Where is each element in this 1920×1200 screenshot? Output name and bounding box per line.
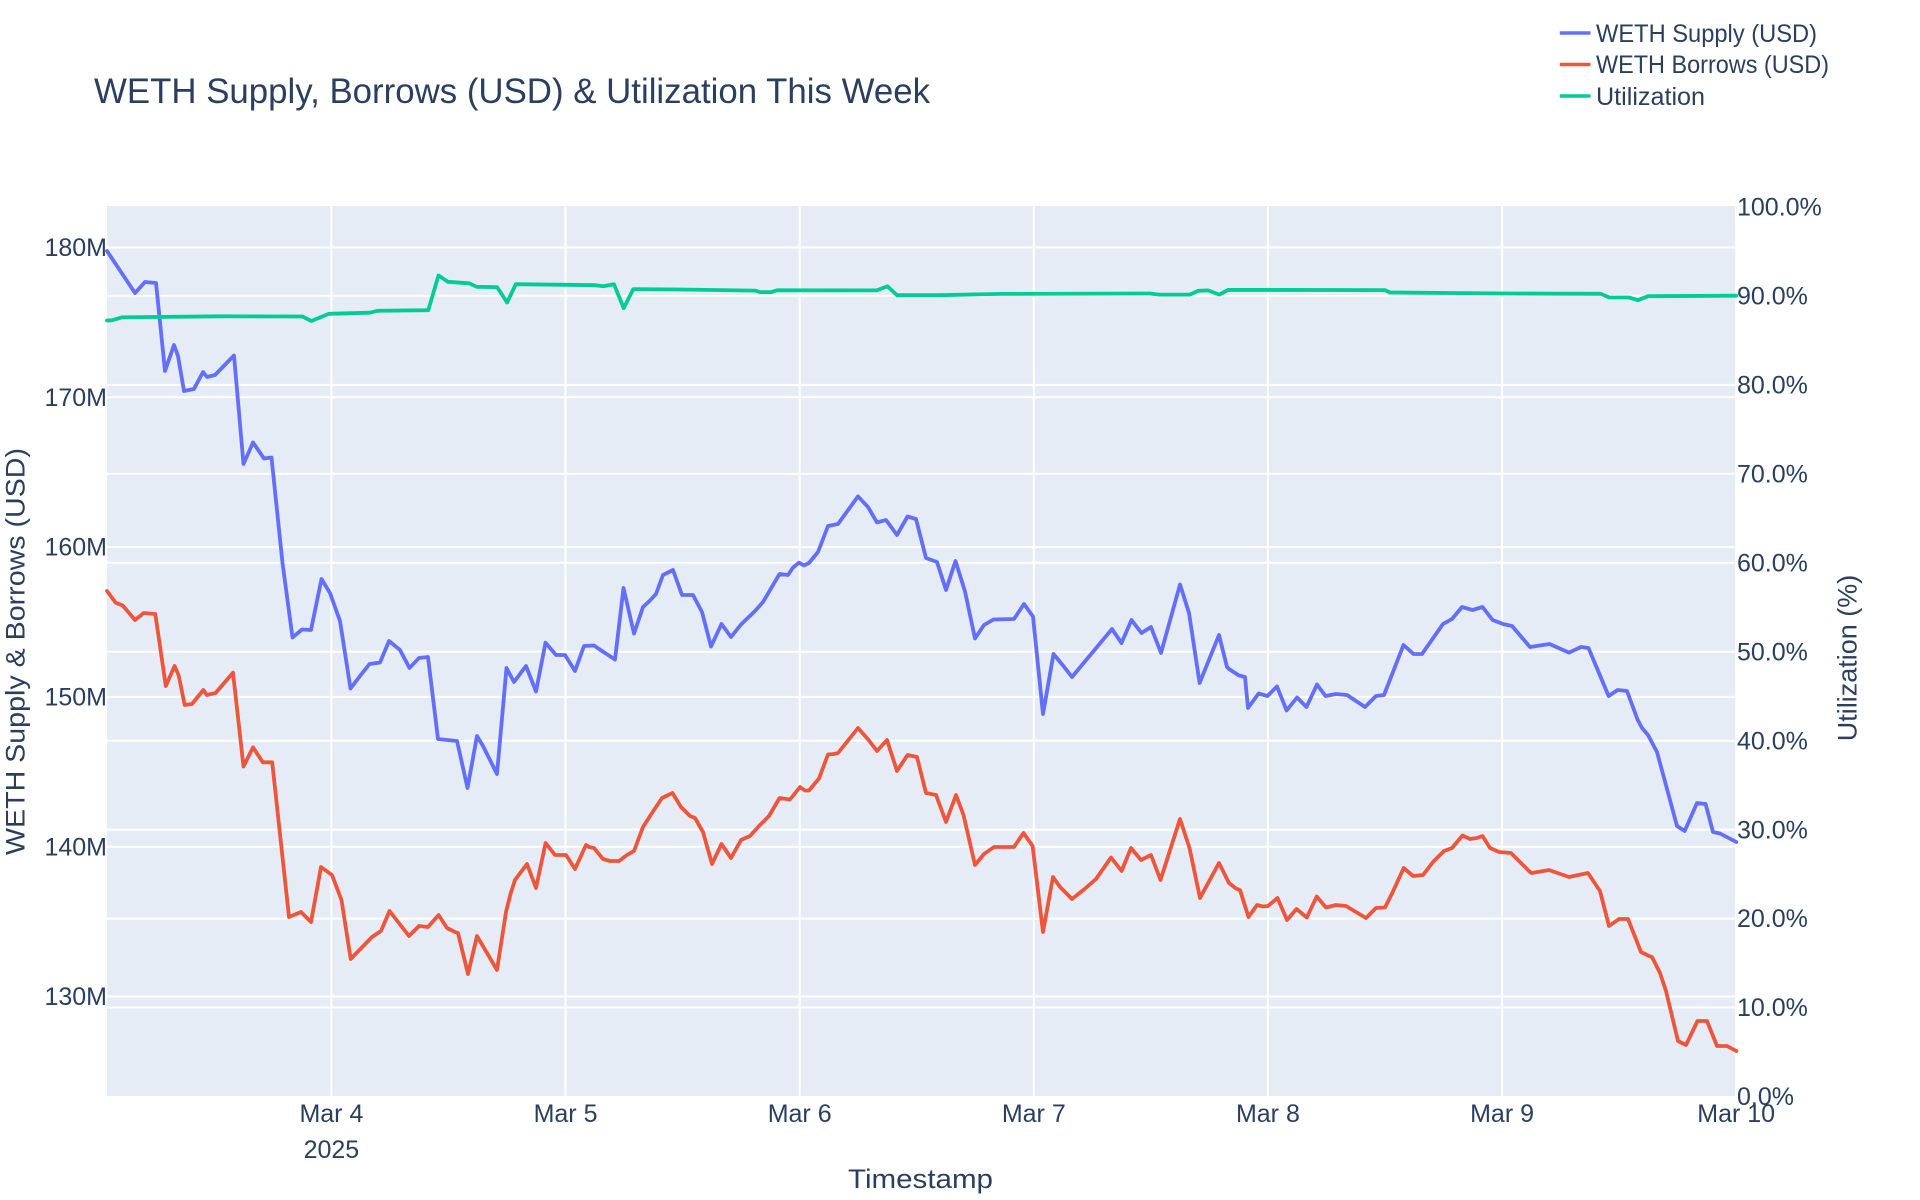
svg-text:Mar 10: Mar 10: [1697, 1100, 1775, 1128]
svg-text:40.0%: 40.0%: [1737, 727, 1808, 755]
svg-text:140M: 140M: [44, 833, 107, 861]
svg-text:WETH Supply, Borrows (USD) & U: WETH Supply, Borrows (USD) & Utilization…: [94, 72, 930, 111]
svg-text:10.0%: 10.0%: [1737, 994, 1808, 1022]
svg-text:Mar 5: Mar 5: [534, 1100, 598, 1128]
svg-text:60.0%: 60.0%: [1737, 549, 1808, 577]
svg-text:20.0%: 20.0%: [1737, 905, 1808, 933]
svg-text:Mar 4: Mar 4: [299, 1100, 363, 1128]
svg-text:Mar 6: Mar 6: [768, 1100, 832, 1128]
svg-text:150M: 150M: [44, 684, 107, 712]
svg-text:WETH Supply (USD): WETH Supply (USD): [1596, 20, 1817, 48]
svg-text:Timestamp: Timestamp: [848, 1164, 993, 1194]
svg-text:70.0%: 70.0%: [1737, 460, 1808, 488]
svg-text:WETH Borrows (USD): WETH Borrows (USD): [1596, 51, 1829, 79]
svg-text:180M: 180M: [44, 234, 107, 262]
svg-text:0.0%: 0.0%: [1737, 1083, 1794, 1111]
svg-text:2025: 2025: [304, 1136, 360, 1164]
svg-text:Mar 9: Mar 9: [1470, 1100, 1534, 1128]
svg-text:100.0%: 100.0%: [1737, 194, 1822, 222]
svg-text:Mar 7: Mar 7: [1002, 1100, 1066, 1128]
svg-text:50.0%: 50.0%: [1737, 638, 1808, 666]
svg-text:WETH Supply & Borrows (USD): WETH Supply & Borrows (USD): [1, 448, 31, 855]
svg-text:80.0%: 80.0%: [1737, 372, 1808, 400]
svg-text:Utilization (%): Utilization (%): [1833, 575, 1863, 742]
svg-text:130M: 130M: [44, 983, 107, 1011]
svg-text:Utilization: Utilization: [1596, 83, 1705, 111]
svg-text:Mar 8: Mar 8: [1236, 1100, 1300, 1128]
svg-text:160M: 160M: [44, 534, 107, 562]
svg-text:90.0%: 90.0%: [1737, 283, 1808, 311]
svg-text:170M: 170M: [44, 384, 107, 412]
svg-text:30.0%: 30.0%: [1737, 816, 1808, 844]
